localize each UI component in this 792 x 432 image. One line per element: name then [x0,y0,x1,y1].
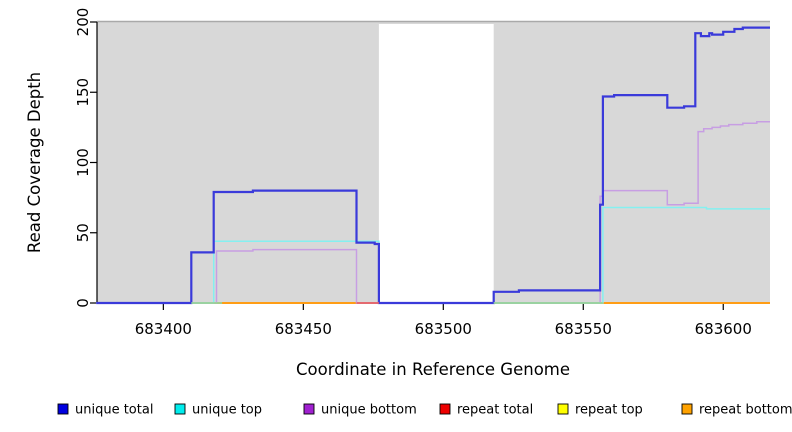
x-tick-label: 683400 [135,320,192,338]
legend-label-repeat-total: repeat total [457,403,533,418]
y-axis-title: Read Coverage Depth [25,72,44,253]
series-line-unique-total [96,26,770,305]
legend-label-repeat-top: repeat top [575,403,643,418]
legend-label-unique-total: unique total [75,403,153,418]
y-tick-label: 100 [74,148,92,177]
x-axis-title: Coordinate in Reference Genome [296,360,570,379]
legend-swatch-repeat-bottom [681,403,693,415]
legend-label-unique-top: unique top [192,403,262,418]
y-tick-label: 50 [74,223,92,242]
y-tick-label: 150 [74,78,92,107]
x-tick-label: 683450 [275,320,332,338]
y-tick-label: 200 [74,8,92,37]
x-tick-label: 683600 [695,320,752,338]
legend-swatch-unique-top [174,403,186,415]
y-tick-label: 0 [74,298,92,308]
legend-swatch-unique-total [57,403,69,415]
legend-label-unique-bottom: unique bottom [321,403,417,418]
legend-swatch-repeat-total [439,403,451,415]
no-data-band [378,24,494,303]
x-tick-label: 683500 [415,320,472,338]
legend-label-repeat-bottom: repeat bottom [699,403,792,418]
series-lines-layer [96,26,770,305]
plot-background-layer [97,20,770,303]
x-tick-label: 683550 [555,320,612,338]
legend-swatch-repeat-top [557,403,569,415]
legend: unique total unique top unique bottom repea… [57,403,792,418]
series-line-unique-bottom [96,121,770,304]
legend-swatch-unique-bottom [303,403,315,415]
